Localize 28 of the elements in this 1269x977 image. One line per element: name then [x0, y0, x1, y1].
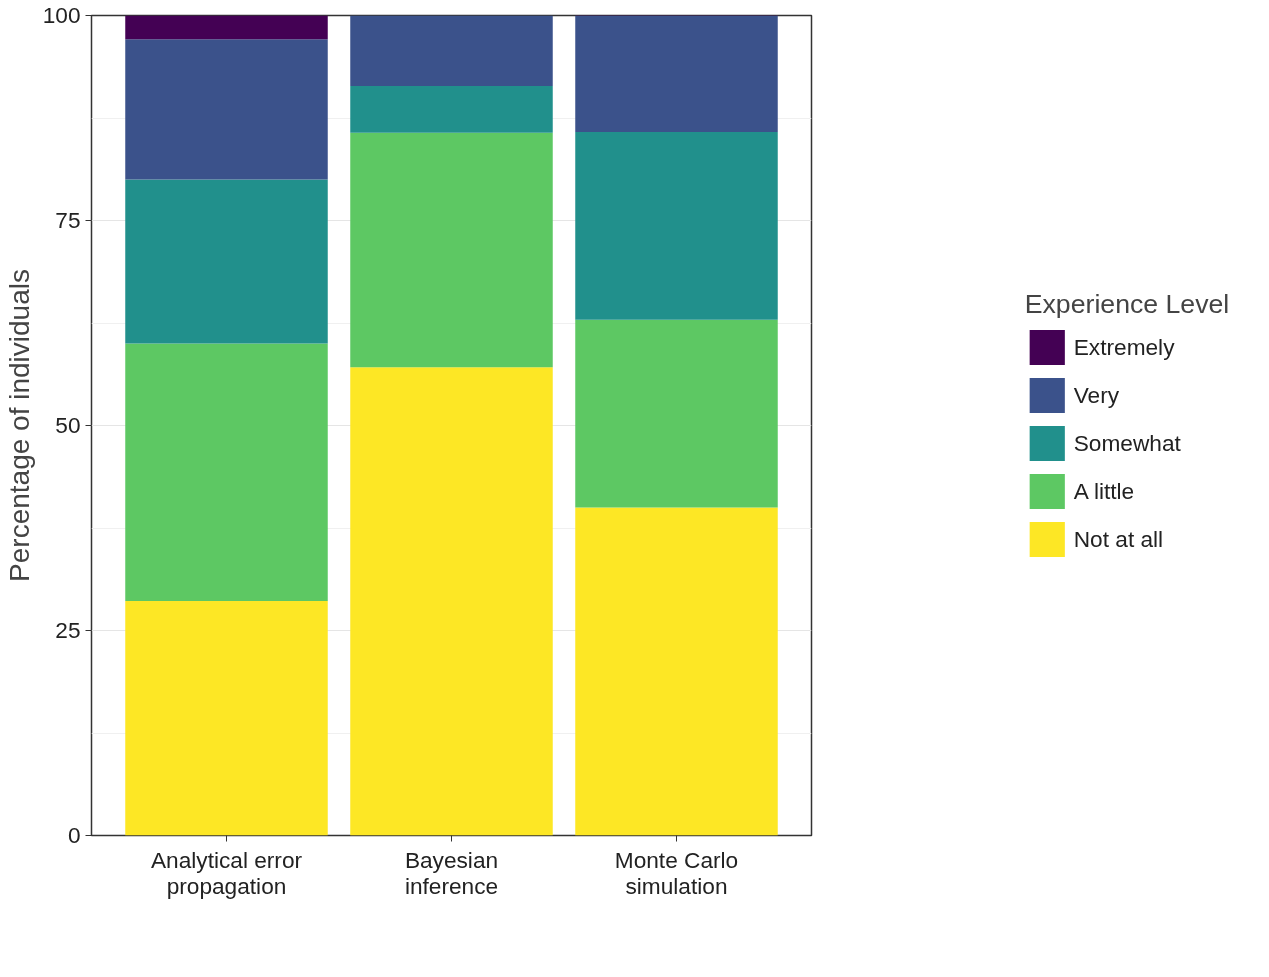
y-tick-label: 0: [67, 822, 81, 848]
bar: [575, 15, 778, 132]
y-tick-label: 100: [42, 2, 81, 28]
bar: [125, 343, 328, 601]
y-axis-title: Percentage of individuals: [3, 269, 35, 582]
bar: [575, 319, 778, 508]
bar: [350, 15, 553, 87]
y-tick-label: 75: [55, 207, 81, 233]
bar: [125, 15, 328, 40]
y-tick-label: 50: [55, 412, 81, 438]
bar: [350, 86, 553, 133]
legend-label: Very: [1073, 381, 1120, 409]
bar: [125, 39, 328, 180]
legend-title: Experience Level: [1024, 289, 1230, 320]
bar: [575, 131, 778, 320]
bar: [350, 367, 553, 836]
x-tick-label: Monte Carlo simulation: [614, 846, 739, 899]
bar: [125, 600, 328, 836]
bar: [350, 132, 553, 368]
legend-label: Extremely: [1073, 333, 1175, 361]
legend-label: Somewhat: [1073, 429, 1181, 457]
bar: [125, 179, 328, 344]
x-tick-label: Analytical error propagation: [150, 846, 303, 899]
legend-label: A little: [1073, 477, 1135, 505]
x-tick-label: Bayesian inference: [404, 846, 499, 899]
y-tick-label: 25: [55, 617, 81, 643]
legend-label: Not at all: [1073, 525, 1164, 553]
bar: [575, 507, 778, 836]
